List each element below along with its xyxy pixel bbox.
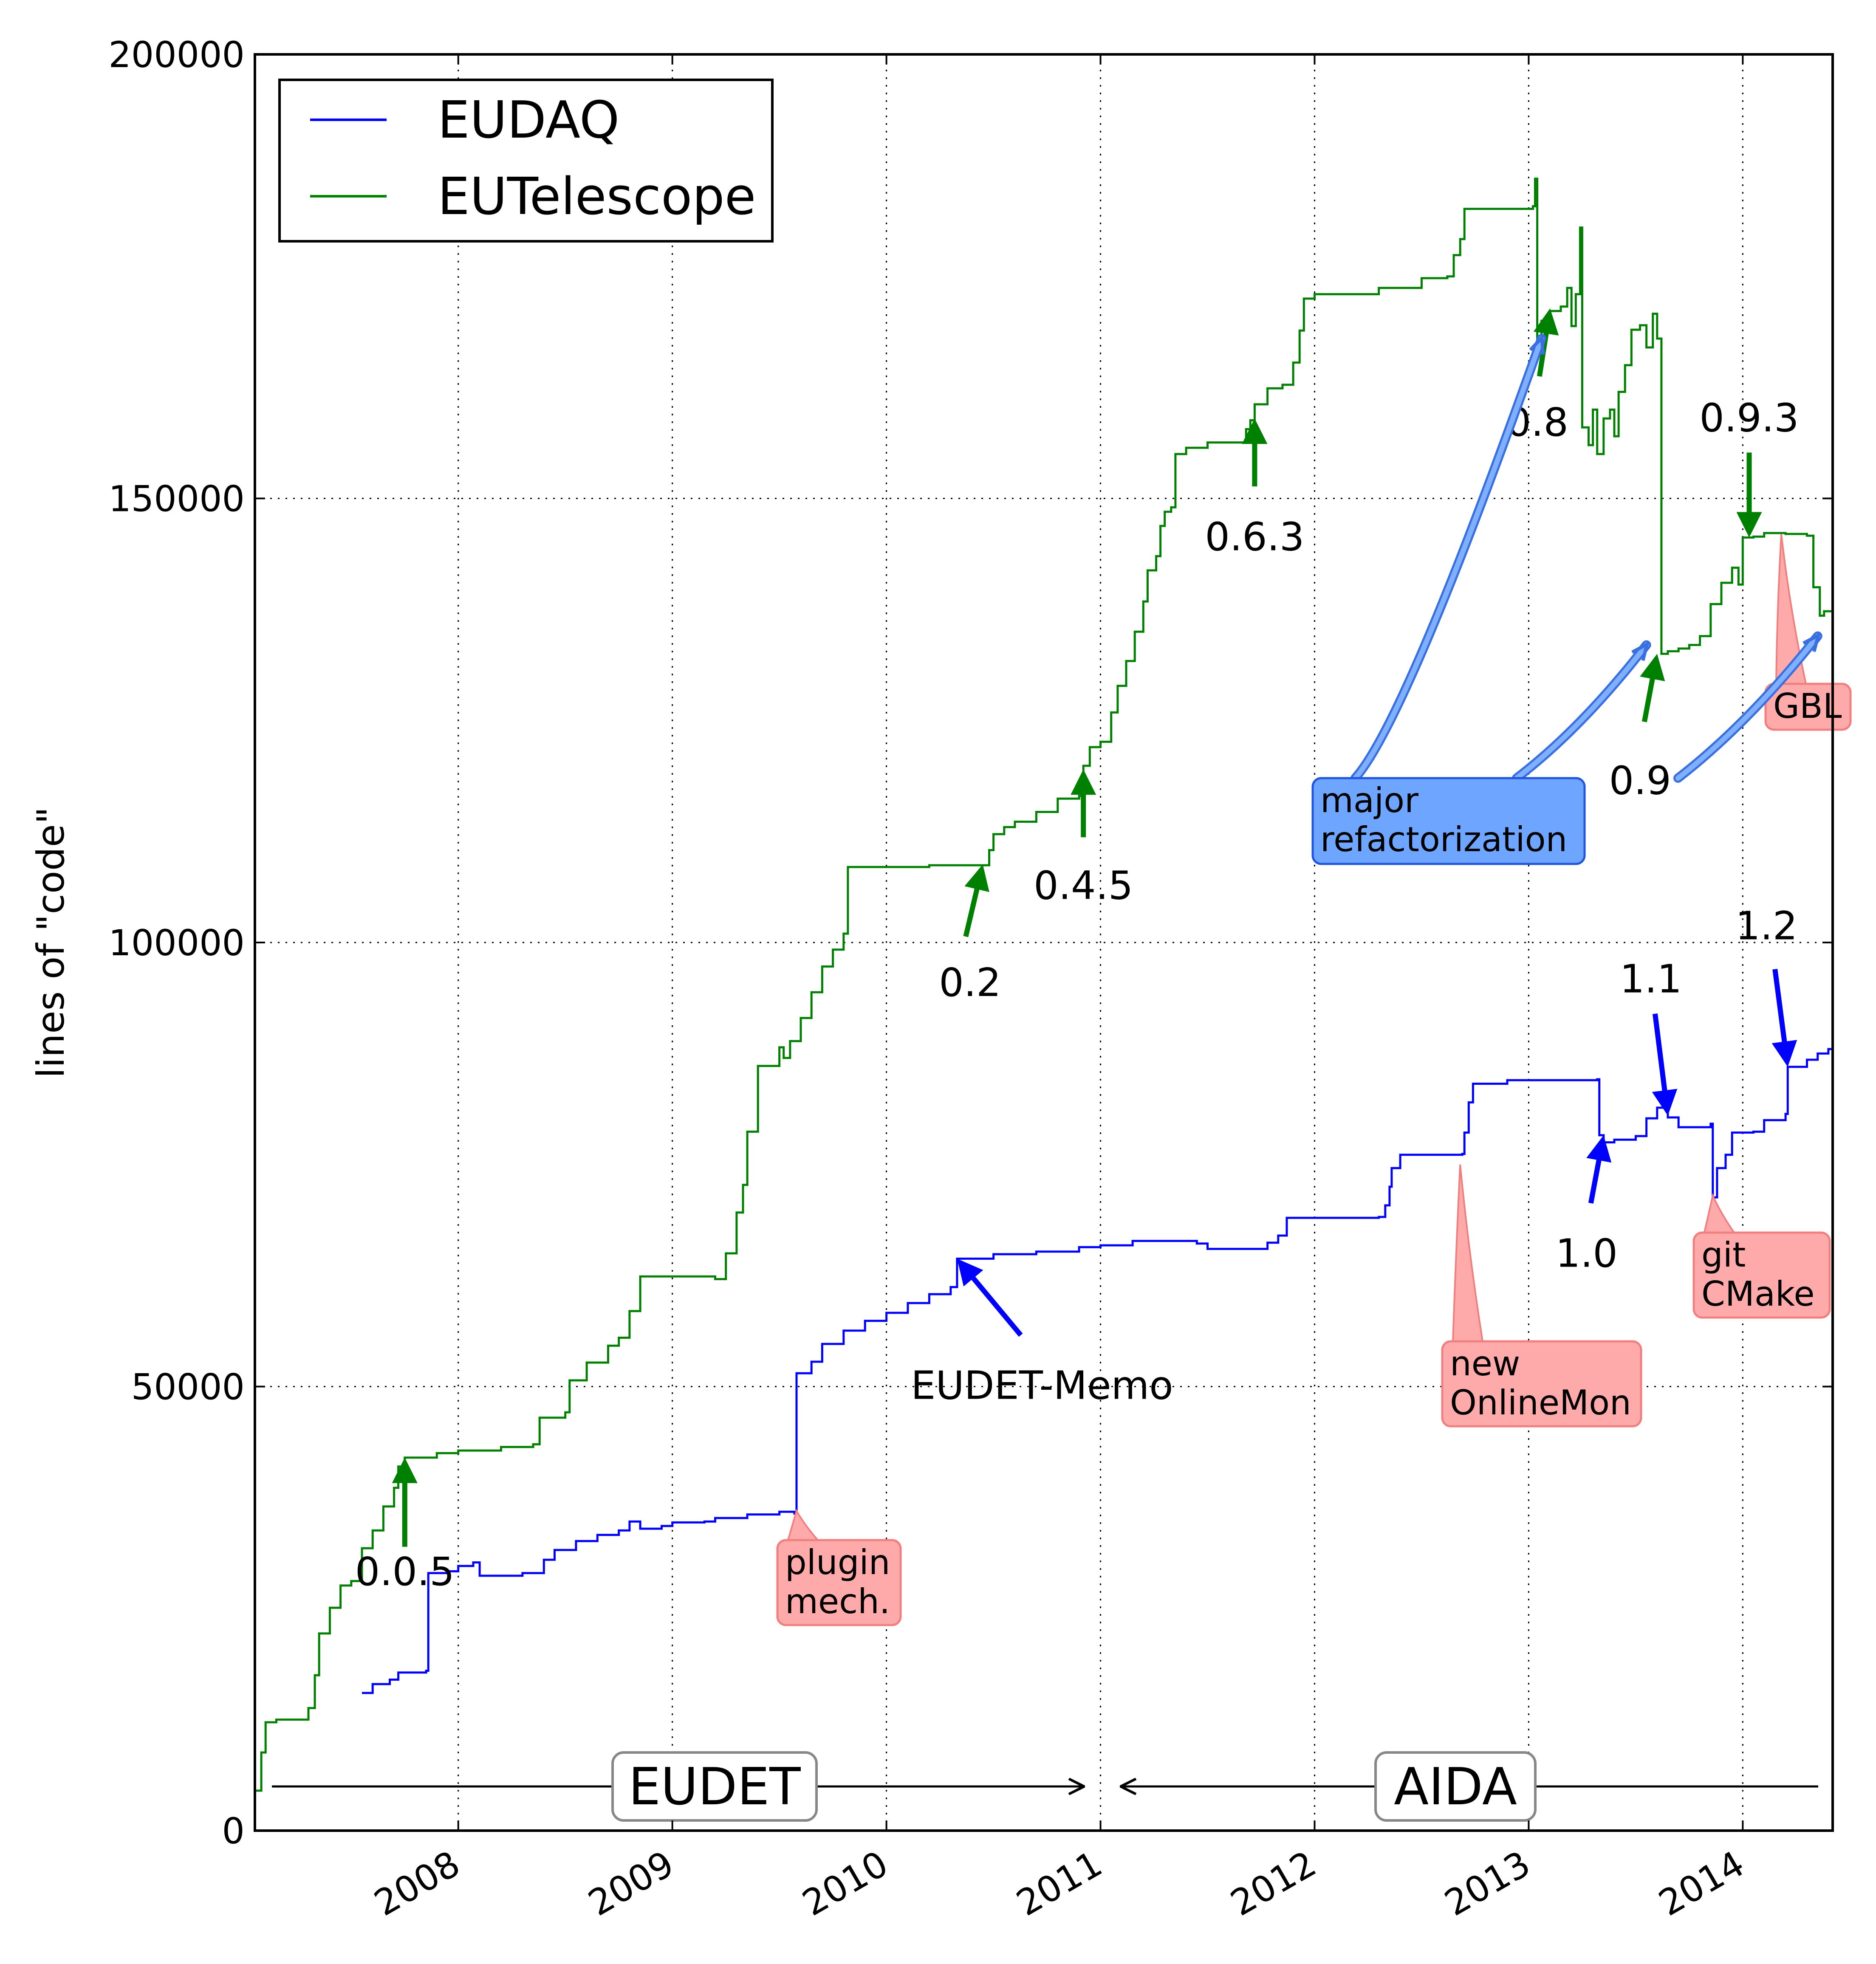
callout-text-mech: mech. — [785, 1582, 890, 1621]
x-tick-label-2012: 2012 — [1223, 1843, 1323, 1924]
x-tick-label-2009: 2009 — [582, 1843, 681, 1924]
y-axis-ticks: 0 50000 100000 150000 200000 — [108, 34, 1833, 1852]
version-arrow-1-0 — [1586, 1135, 1612, 1204]
era-box-eudet — [611, 1751, 818, 1822]
version-arrow-0-2 — [963, 864, 989, 937]
version-label-eudet-memo: EUDET-Memo — [911, 1363, 1173, 1408]
era-label-aida: AIDA — [1394, 1758, 1517, 1817]
callout-pointer-git-cmake — [1703, 1193, 1736, 1233]
y-tick-label-50000: 50000 — [131, 1366, 245, 1408]
version-arrow-0-9 — [1640, 654, 1665, 722]
y-tick-label-150000: 150000 — [108, 478, 245, 520]
version-label-1-2: 1.2 — [1735, 903, 1797, 949]
era-markers: EUDET AIDA — [272, 1751, 1818, 1822]
callout-box-gbl — [1764, 683, 1852, 731]
callout-text-cmake: CMake — [1701, 1274, 1815, 1314]
y-tick-label-200000: 200000 — [108, 34, 245, 76]
legend-frame — [278, 79, 774, 243]
version-arrow-0-6-3 — [1242, 418, 1268, 487]
series-line-eudaq — [362, 1031, 1834, 1694]
refactor-arrow-1 — [1514, 645, 1647, 781]
version-arrow-0-9-3 — [1736, 452, 1762, 538]
version-label-1-1: 1.1 — [1620, 957, 1682, 1002]
version-arrow-1-1 — [1652, 1013, 1678, 1116]
version-arrow-eudet-memo — [957, 1259, 1023, 1337]
x-tick-label-2014: 2014 — [1652, 1843, 1751, 1924]
callout-pointer-gbl — [1775, 533, 1807, 685]
refactor-arrow-2 — [1675, 636, 1818, 781]
series-lines — [255, 178, 1834, 1792]
x-tick-label-2010: 2010 — [795, 1843, 895, 1924]
callout-text-major: major — [1320, 781, 1418, 820]
era-box-aida — [1374, 1751, 1537, 1822]
refactor-arrow-shaft-0 — [1350, 334, 1546, 783]
version-label-0-9-3: 0.9.3 — [1699, 395, 1799, 441]
grid — [255, 54, 1833, 1831]
x-tick-label-2013: 2013 — [1438, 1843, 1537, 1924]
callout-text-refactorization: refactorization — [1320, 820, 1567, 859]
y-axis-label: lines of "code" — [29, 807, 73, 1078]
callout-box-git-cmake — [1692, 1231, 1831, 1319]
y-tick-label-100000: 100000 — [108, 922, 245, 964]
callout-pointer-new-onlinemon — [1452, 1164, 1484, 1342]
callout-box-plugin-mech — [776, 1539, 902, 1626]
annotations: 0.0.50.20.4.50.6.30.80.90.9.31.01.11.2EU… — [355, 308, 1852, 1626]
callout-box-new-onlinemon — [1441, 1340, 1642, 1428]
callout-text-plugin: plugin — [785, 1543, 890, 1582]
series-line-eutelescope — [255, 178, 1834, 1792]
version-label-0-0-5: 0.0.5 — [355, 1549, 455, 1594]
callout-box-major-refactorization — [1311, 777, 1586, 865]
x-tick-label-2008: 2008 — [367, 1843, 467, 1924]
legend-entry-eudaq: EUDAQ — [438, 91, 619, 150]
version-arrow-0-4-5 — [1071, 769, 1096, 838]
version-label-0-2: 0.2 — [939, 960, 1001, 1005]
refactor-arrow-0 — [1353, 339, 1542, 781]
version-label-0-6-3: 0.6.3 — [1205, 514, 1304, 559]
legend: EUDAQ EUTelescope — [278, 79, 774, 243]
version-label-0-9: 0.9 — [1609, 758, 1671, 803]
legend-entry-eutelescope: EUTelescope — [438, 167, 756, 226]
version-arrow-0-0-5 — [392, 1457, 418, 1547]
version-label-0-4-5: 0.4.5 — [1034, 863, 1133, 908]
x-tick-label-2011: 2011 — [1009, 1843, 1109, 1924]
era-label-eudet: EUDET — [628, 1758, 801, 1817]
callout-text-new: new — [1450, 1344, 1520, 1383]
y-tick-label-0: 0 — [222, 1810, 245, 1852]
callout-text-gbl: GBL — [1773, 686, 1842, 726]
callout-text-git: git — [1701, 1235, 1746, 1275]
version-arrow-1-2 — [1771, 969, 1797, 1067]
callout-text-onlinemon: OnlineMon — [1450, 1383, 1631, 1422]
version-label-1-0: 1.0 — [1556, 1231, 1618, 1276]
callout-pointer-plugin-mech — [787, 1509, 820, 1541]
version-arrow-0-8 — [1533, 308, 1559, 377]
